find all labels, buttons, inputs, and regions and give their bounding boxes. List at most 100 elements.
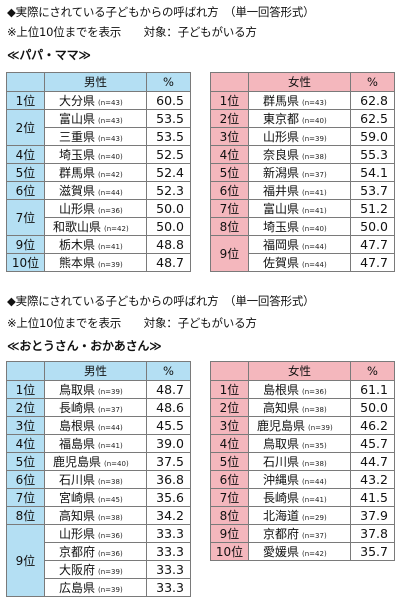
sample-size: (n=36) [98,532,123,540]
prefecture-cell: 群馬県 (n=43) [248,91,351,110]
sample-size: (n=40) [104,460,129,468]
table-row: 4位 埼玉県 (n=40) 52.5 [6,145,191,164]
percent-value: 44.7 [350,452,395,471]
sample-size: (n=38) [302,460,327,468]
prefecture-name: 東京都 [263,112,300,126]
prefecture-name: 富山県 [59,112,96,126]
sample-size: (n=39) [98,568,123,576]
rank-cell: 6位 [210,181,249,200]
percent-value: 48.8 [146,235,191,254]
rank-cell: 8位 [210,506,249,525]
percent-value: 62.8 [350,91,395,110]
percent-value: 51.2 [350,199,395,218]
section1-subtitle: ≪パパ・ママ≫ [7,48,91,62]
rank-cell: 6位 [6,181,45,200]
table-row: 6位 石川県 (n=38) 36.8 [6,470,191,489]
sample-size: (n=38) [98,514,123,522]
prefecture-cell: 福島県 (n=41) [44,434,147,453]
prefecture-name: 宮崎県 [59,491,96,505]
sample-size: (n=43) [98,117,123,125]
rank-cell: 7位 [210,199,249,218]
prefecture-cell: 山形県 (n=36) [44,199,147,218]
percent-value: 50.0 [350,398,395,417]
rank-cell: 2位 [210,398,249,417]
rank-cell: 6位 [6,470,45,489]
percent-value: 35.7 [350,542,395,561]
percent-value: 33.3 [146,542,191,561]
header-blank [6,72,45,92]
prefecture-cell: 和歌山県 (n=42) [44,217,147,236]
rank-cell: 7位 [6,488,45,507]
sample-size: (n=43) [98,135,123,143]
percent-value: 52.4 [146,163,191,182]
percent-value: 35.6 [146,488,191,507]
percent-value: 50.0 [350,217,395,236]
rank-cell: 10位 [6,253,45,272]
prefecture-cell: 富山県 (n=43) [44,109,147,128]
prefecture-name: 島根県 [263,383,300,397]
prefecture-cell: 鹿児島県 (n=39) [248,416,351,435]
prefecture-cell: 滋賀県 (n=44) [44,181,147,200]
percent-value: 48.7 [146,380,191,399]
sample-size: (n=37) [302,532,327,540]
header-percent: % [146,361,191,381]
sample-size: (n=41) [302,207,327,215]
rank-cell: 3位 [210,127,249,146]
percent-value: 50.0 [146,217,191,236]
sample-size: (n=44) [98,424,123,432]
prefecture-name: 高知県 [263,401,300,415]
header-blank [210,72,249,92]
prefecture-cell: 大阪府 (n=39) [44,560,147,579]
sample-size: (n=35) [302,442,327,450]
rank-cell: 5位 [6,452,45,471]
prefecture-cell: 東京都 (n=40) [248,109,351,128]
prefecture-cell: 愛媛県 (n=42) [248,542,351,561]
prefecture-cell: 埼玉県 (n=40) [44,145,147,164]
rank-cell: 2位 [6,109,45,146]
sample-size: (n=43) [98,99,123,107]
sample-size: (n=39) [308,424,333,432]
sample-size: (n=44) [302,478,327,486]
percent-value: 53.7 [350,181,395,200]
table-row: 4位 鳥取県 (n=35) 45.7 [210,434,395,453]
rank-cell: 1位 [210,380,249,399]
header-blank [210,361,249,381]
header-gender: 女性 [248,361,351,381]
prefecture-name: 山形県 [59,527,96,541]
percent-value: 33.3 [146,524,191,543]
prefecture-cell: 富山県 (n=41) [248,199,351,218]
prefecture-cell: 奈良県 (n=38) [248,145,351,164]
percent-value: 47.7 [350,235,395,254]
prefecture-cell: 山形県 (n=36) [44,524,147,543]
percent-value: 52.3 [146,181,191,200]
prefecture-cell: 京都府 (n=36) [44,542,147,561]
table-row: 5位 鹿児島県 (n=40) 37.5 [6,452,191,471]
percent-value: 62.5 [350,109,395,128]
table-row: 9位 山形県 (n=36) 33.3 [6,524,191,597]
table-row: 4位 福島県 (n=41) 39.0 [6,434,191,453]
prefecture-cell: 長崎県 (n=37) [44,398,147,417]
prefecture-cell: 沖縄県 (n=44) [248,470,351,489]
rank-cell: 1位 [210,91,249,110]
prefecture-cell: 石川県 (n=38) [44,470,147,489]
prefecture-cell: 広島県 (n=39) [44,578,147,597]
percent-value: 33.3 [146,578,191,597]
table-row: 3位 島根県 (n=44) 45.5 [6,416,191,435]
sample-size: (n=41) [98,442,123,450]
table-header-row: 男性% [6,361,191,381]
table-row: 6位 福井県 (n=41) 53.7 [210,181,395,200]
prefecture-name: 大分県 [59,94,96,108]
prefecture-name: 佐賀県 [263,256,300,270]
table-row: 7位 富山県 (n=41) 51.2 [210,199,395,218]
table-row: 1位 大分県 (n=43) 60.5 [6,91,191,110]
sample-size: (n=42) [98,171,123,179]
prefecture-name: 山形県 [263,130,300,144]
header-blank [6,361,45,381]
header-percent: % [350,72,395,92]
prefecture-name: 北海道 [263,509,300,523]
sample-size: (n=39) [302,135,327,143]
prefecture-name: 福岡県 [263,238,300,252]
header-gender: 男性 [44,72,147,92]
table-row: 佐賀県 (n=44) 47.7 [211,253,395,272]
rank-cell: 9位 [210,524,249,543]
